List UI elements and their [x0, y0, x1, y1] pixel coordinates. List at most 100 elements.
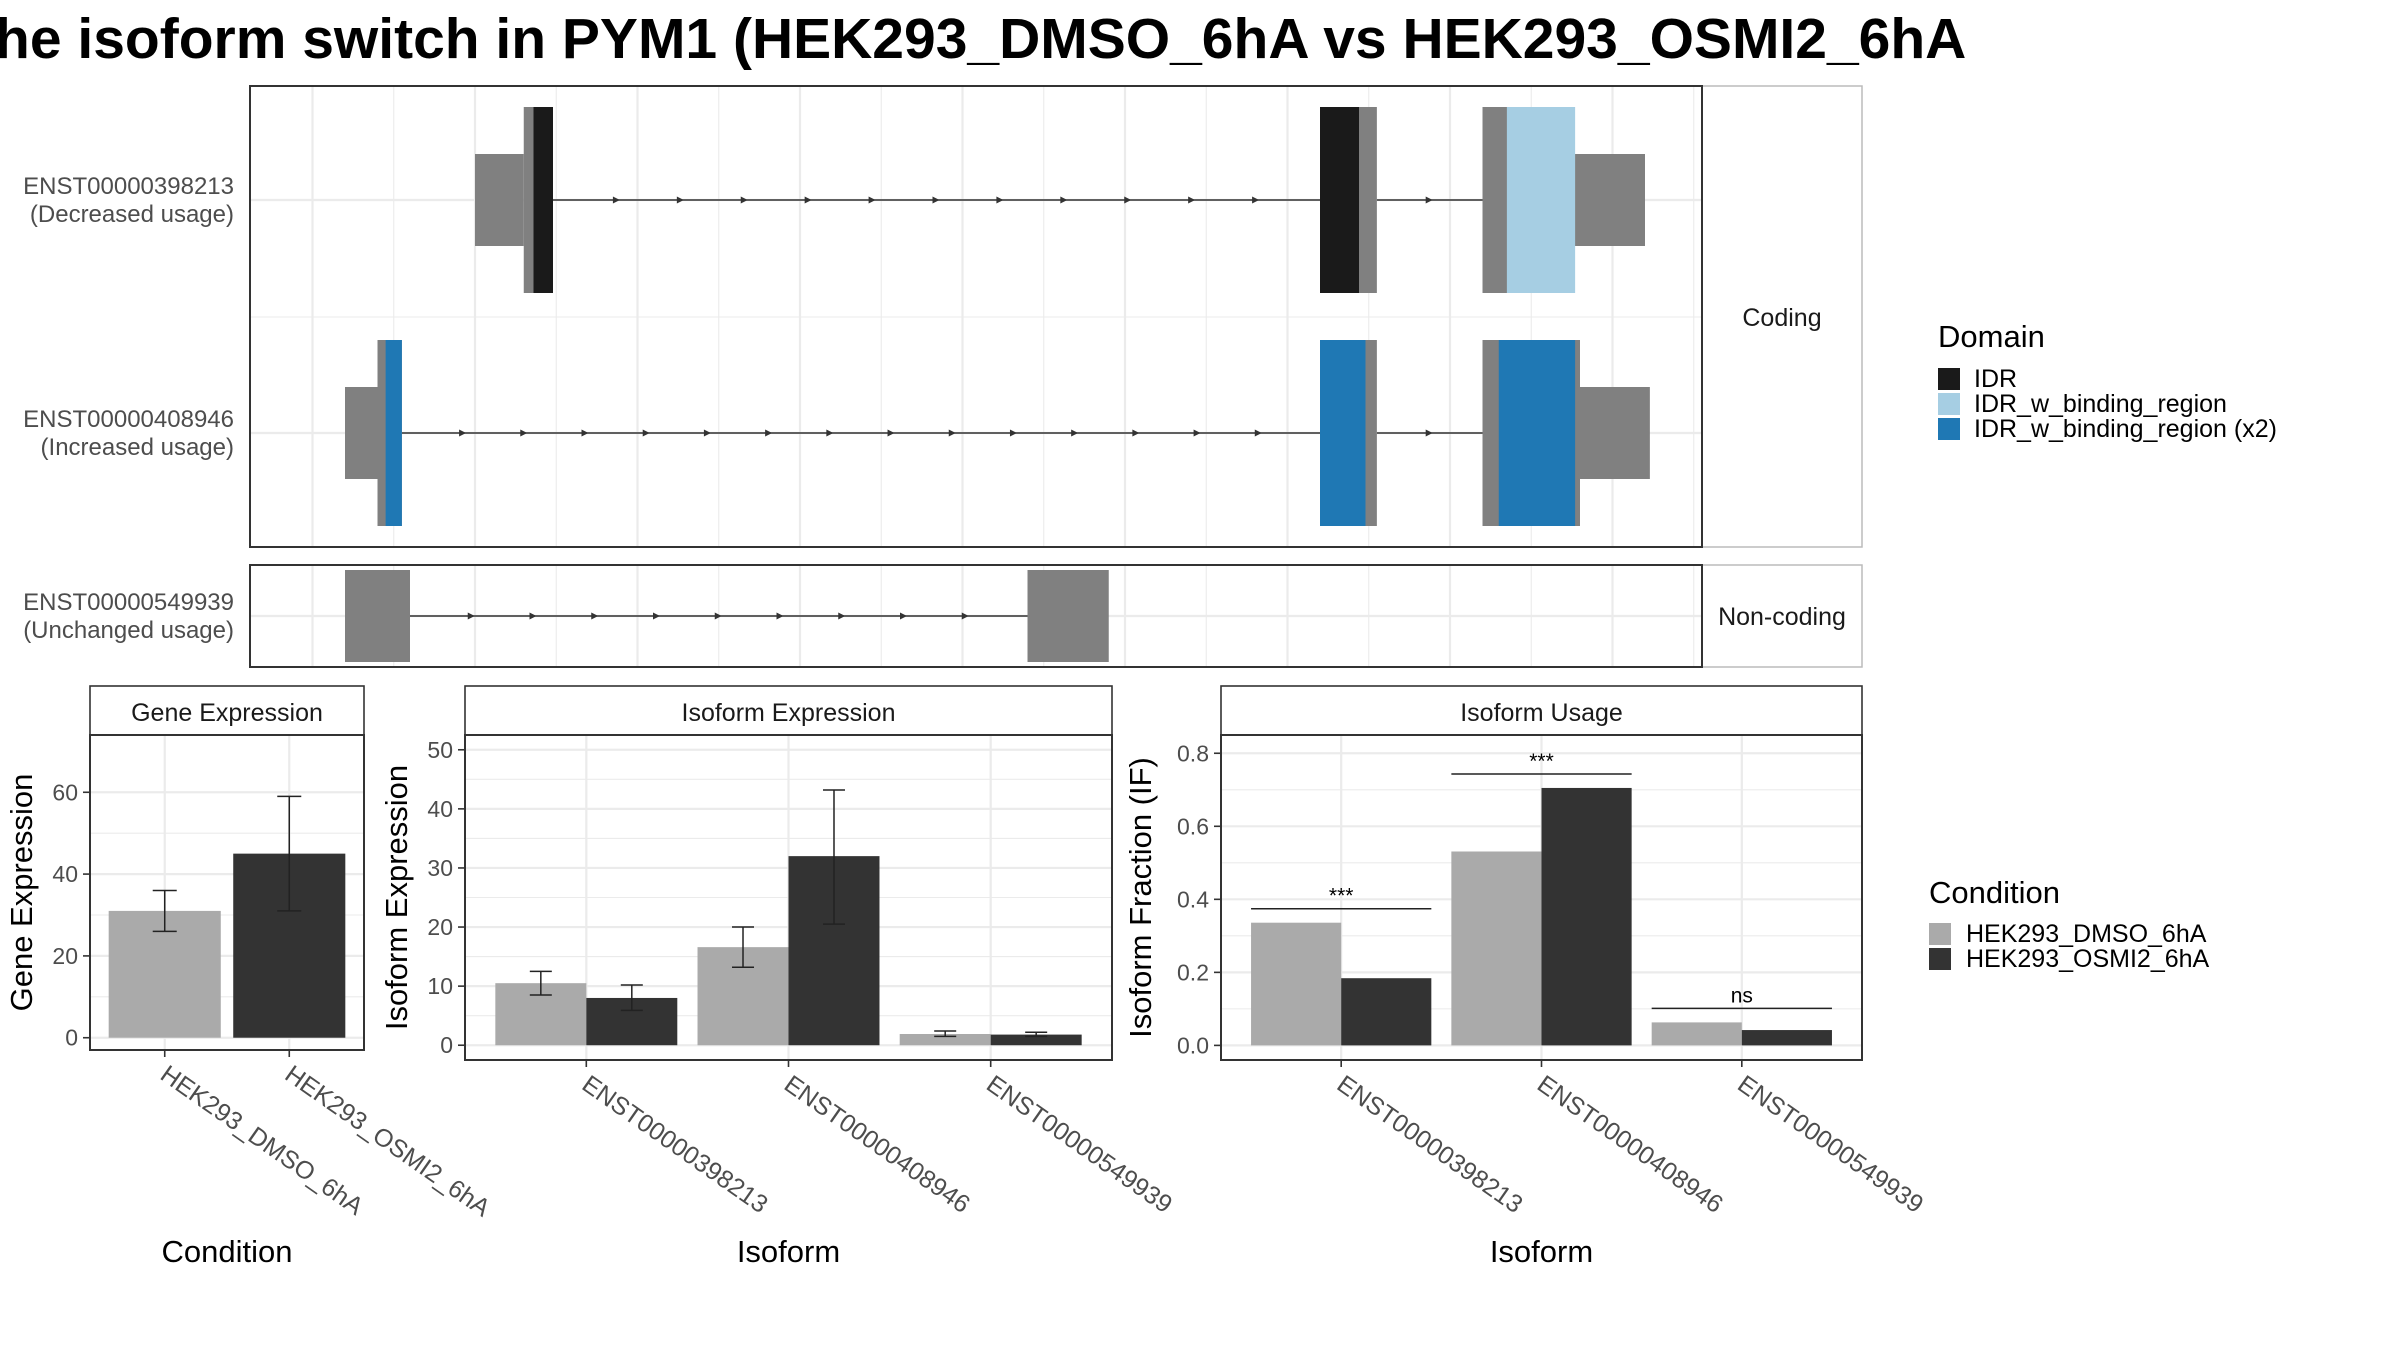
bar-charts: Gene Expression 0 20 40 60 HEK293_DMSO_6hAHEK… — [4, 685, 1928, 1269]
y-tick-label: 40 — [52, 861, 78, 887]
domain-legend-label: IDR — [1974, 365, 2017, 393]
intron-direction-arrow — [1009, 429, 1017, 437]
domain-idr-w-binding-region — [1506, 107, 1576, 293]
intron-direction-arrow — [1252, 196, 1260, 204]
domain-legend: Domain IDRIDR_w_binding_regionIDR_w_bindi… — [1938, 319, 2277, 443]
intron-direction-arrow — [591, 612, 599, 620]
facet-strip-label: Coding — [1742, 304, 1821, 332]
transcript-usage-label: (Decreased usage) — [30, 201, 234, 228]
condition-legend-swatch — [1929, 948, 1951, 970]
significance-label: *** — [1529, 750, 1554, 773]
domain-idr — [1320, 107, 1359, 293]
condition-legend-label: HEK293_OSMI2_6hA — [1966, 945, 2210, 973]
y-tick-label: 0 — [440, 1032, 453, 1058]
intron-direction-arrow — [1425, 429, 1433, 437]
significance-label: ns — [1731, 984, 1753, 1007]
bar-series-2 — [990, 1034, 1082, 1046]
y-tick-label: 0 — [65, 1025, 78, 1051]
intron-direction-arrow — [581, 429, 589, 437]
intron-direction-arrow — [868, 196, 876, 204]
intron-direction-arrow — [459, 429, 467, 437]
y-tick-label: 30 — [427, 855, 453, 881]
domain-legend-title: Domain — [1938, 319, 2045, 354]
chart-panel-3: Isoform Usage *** *** ns 0.0 0.2 0.4 0.6 0.8 ENST… — [1123, 685, 1928, 1269]
bar-series-1 — [1251, 922, 1342, 1046]
chart-title-strip — [89, 685, 365, 736]
intron-direction-arrow — [612, 196, 620, 204]
y-axis-title: Gene Expression — [4, 774, 39, 1012]
y-tick-label: 0.4 — [1177, 886, 1209, 912]
y-tick-label: 0.2 — [1177, 959, 1209, 985]
chart-title-strip — [464, 685, 1113, 736]
y-tick-label: 0.0 — [1177, 1032, 1209, 1058]
y-tick-label: 20 — [52, 943, 78, 969]
intron-direction-arrow — [804, 196, 812, 204]
y-tick-label: 10 — [427, 973, 453, 999]
x-tick-label: ENST00000549939 — [1732, 1070, 1928, 1219]
x-tick-label: ENST00000398213 — [577, 1070, 773, 1219]
x-axis-title: Isoform — [737, 1234, 840, 1269]
intron-direction-arrow — [1254, 429, 1262, 437]
bar-series-1 — [899, 1034, 991, 1046]
domain-legend-swatch — [1938, 368, 1960, 390]
bar-series-2 — [1741, 1030, 1832, 1046]
x-tick-label: ENST00000398213 — [1332, 1070, 1528, 1219]
domain-idr-w-binding-region-x2 — [385, 340, 402, 526]
y-tick-label: 0.8 — [1177, 740, 1209, 766]
x-axis-title: Condition — [162, 1234, 293, 1269]
exon-utr — [475, 154, 524, 246]
exon-utr — [1580, 387, 1650, 479]
x-axis-title: Isoform — [1490, 1234, 1593, 1269]
intron-direction-arrow — [838, 612, 846, 620]
intron-direction-arrow — [1132, 429, 1140, 437]
domain-idr-w-binding-region-x2 — [1498, 340, 1576, 526]
intron-direction-arrow — [948, 429, 956, 437]
intron-direction-arrow — [1060, 196, 1068, 204]
intron-direction-arrow — [900, 612, 907, 620]
intron-direction-arrow — [765, 429, 773, 437]
bar-series-2 — [1341, 978, 1432, 1046]
y-tick-label: 60 — [52, 779, 78, 805]
y-axis-title: Isoform Expression — [379, 765, 414, 1030]
x-tick-label: ENST00000408946 — [1532, 1070, 1728, 1219]
transcript-id-label: ENST00000398213 — [23, 173, 234, 200]
transcript-usage-label: (Unchanged usage) — [23, 617, 234, 644]
exon-coding — [523, 107, 534, 293]
significance-label: *** — [1329, 885, 1354, 908]
transcript-usage-label: (Increased usage) — [41, 434, 234, 461]
exon-utr — [345, 387, 378, 479]
facet-strip — [1701, 85, 1863, 548]
intron-direction-arrow — [1188, 196, 1196, 204]
intron-direction-arrow — [653, 612, 660, 620]
intron-direction-arrow — [1425, 196, 1433, 204]
domain-legend-label: IDR_w_binding_region — [1974, 390, 2227, 418]
bar-series-1 — [1651, 1022, 1742, 1046]
x-tick-label: ENST00000549939 — [981, 1070, 1177, 1219]
structure-panel-border — [249, 85, 1703, 548]
intron-direction-arrow — [826, 429, 834, 437]
intron-direction-arrow — [961, 612, 969, 620]
intron-direction-arrow — [1124, 196, 1132, 204]
intron-direction-arrow — [996, 196, 1004, 204]
exon-utr — [1027, 570, 1109, 662]
intron-direction-arrow — [776, 612, 784, 620]
y-tick-label: 40 — [427, 796, 453, 822]
intron-direction-arrow — [740, 196, 748, 204]
intron-direction-arrow — [467, 612, 475, 620]
chart-panel-1: Gene Expression 0 20 40 60 HEK293_DMSO_6hAHEK… — [4, 685, 495, 1269]
transcript-structure-plot: Coding Non-coding ENST00000398213(Decrease… — [23, 85, 1863, 668]
intron-direction-arrow — [1193, 429, 1201, 437]
facet-strip — [1701, 564, 1863, 668]
domain-legend-swatch — [1938, 418, 1960, 440]
chart-title-strip — [1220, 685, 1863, 736]
y-tick-label: 20 — [427, 914, 453, 940]
domain-legend-swatch — [1938, 393, 1960, 415]
intron-direction-arrow — [642, 429, 650, 437]
intron-direction-arrow — [520, 429, 528, 437]
chart-panel-2: Isoform Expression 0 10 20 30 40 50 ENST0000039… — [379, 685, 1177, 1269]
chart-title: Isoform Expression — [682, 699, 896, 727]
intron-direction-arrow — [887, 429, 895, 437]
chart-title: Gene Expression — [131, 699, 323, 727]
